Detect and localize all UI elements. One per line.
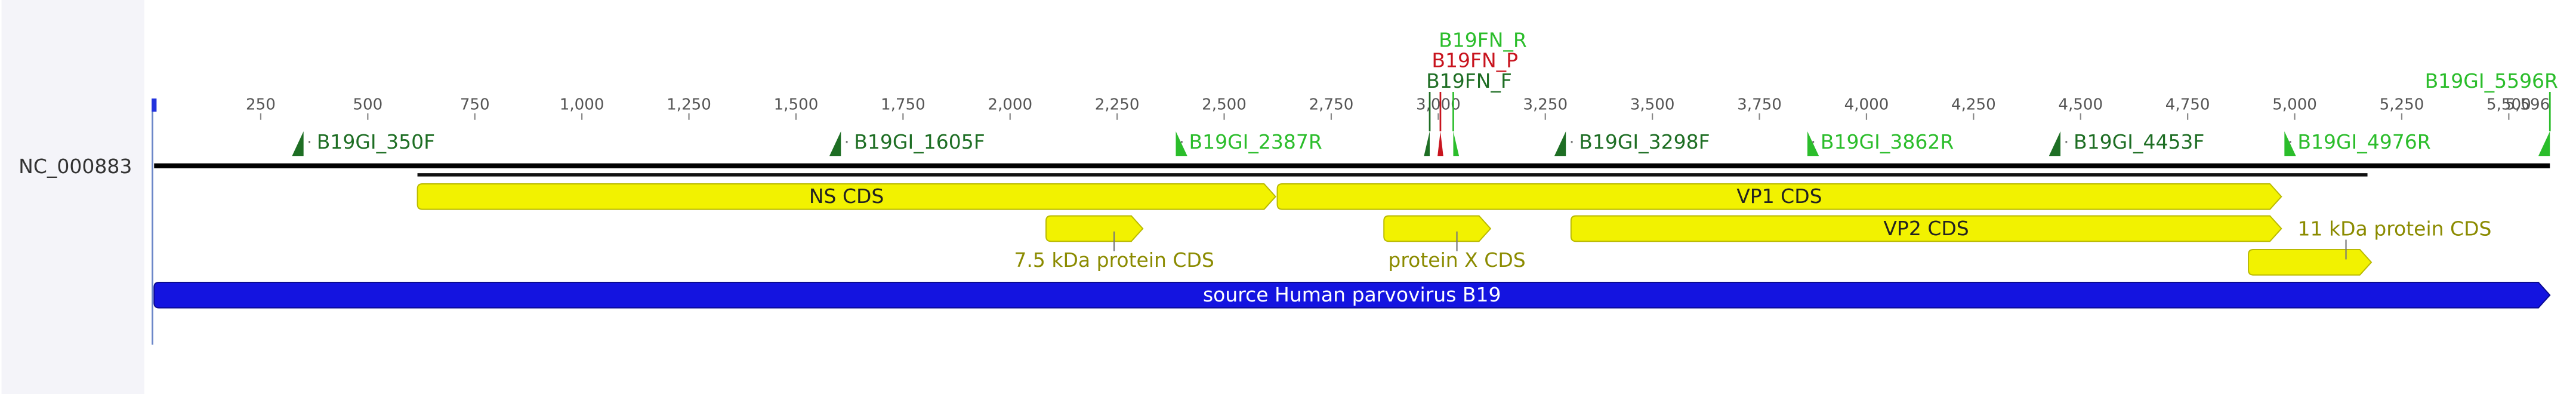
tick-label: 5,596: [2506, 96, 2550, 114]
primer: [829, 131, 841, 156]
primer-label: B19FN_R: [1439, 28, 1527, 51]
primer-dots: ·: [2064, 133, 2069, 152]
tick-label: 5,250: [2380, 96, 2424, 114]
primer-label: B19GI_350F: [317, 130, 435, 153]
primer-label: B19GI_4453F: [2074, 130, 2204, 153]
tick-label: 750: [460, 96, 490, 114]
feature: [1276, 183, 2282, 210]
left-panel: [1, 0, 144, 394]
feature-label: VP1 CDS: [1736, 184, 1822, 208]
sequence-name: NC_000883: [18, 155, 132, 178]
primer: [292, 131, 304, 156]
primer-label: B19GI_4976R: [2297, 130, 2430, 153]
primer: [2538, 131, 2550, 156]
primer-label: B19FN_P: [1432, 49, 1518, 72]
primer: [2284, 131, 2296, 156]
feature: [153, 282, 2551, 309]
tick-label: 4,500: [2058, 96, 2103, 114]
primer: [1807, 131, 1819, 156]
tick-label: 3,250: [1523, 96, 1568, 114]
tick-label: 1,750: [881, 96, 925, 114]
tick-label: 4,000: [1844, 96, 1889, 114]
tick-label: 1,500: [774, 96, 819, 114]
feature: [1570, 215, 2282, 242]
primer: [1176, 131, 1187, 156]
primer-dots: ·: [307, 133, 312, 152]
primer-label: B19FN_F: [1426, 69, 1512, 93]
primer: [1453, 131, 1460, 156]
feature: [2248, 249, 2373, 276]
primer: [2049, 131, 2061, 156]
tick-label: 3,750: [1737, 96, 1782, 114]
primer-label: B19GI_1605F: [854, 130, 985, 153]
feature-label: 7.5 kDa protein CDS: [1014, 248, 1214, 272]
tick-label: 4,750: [2165, 96, 2210, 114]
feature-label: VP2 CDS: [1883, 217, 1969, 240]
tick-label: 1,000: [560, 96, 604, 114]
tick-label: 3,500: [1630, 96, 1675, 114]
tick-label: 2,500: [1202, 96, 1247, 114]
tick-label: 500: [353, 96, 382, 114]
tick-label: 1,250: [667, 96, 711, 114]
tick-label: 4,250: [1951, 96, 1996, 114]
primer-label: B19GI_5596R: [2425, 69, 2558, 93]
feature-label: NS CDS: [809, 184, 884, 208]
primer-dots: ·: [1810, 133, 1816, 152]
primer-dots: ·: [844, 133, 850, 152]
primer-dots: ·: [1179, 133, 1184, 152]
primer-dots: ·: [1569, 133, 1575, 152]
primer: [1424, 131, 1430, 156]
tick-label: 250: [246, 96, 276, 114]
tick-mark: [152, 98, 157, 112]
primer: [1554, 131, 1566, 156]
tick-label: 5,500: [2486, 96, 2531, 114]
feature: [1383, 215, 1492, 242]
primer-label: B19GI_2387R: [1189, 130, 1322, 153]
tick-label: 2,250: [1095, 96, 1140, 114]
tick-label: 2,750: [1309, 96, 1354, 114]
feature: [1045, 215, 1144, 242]
primer-label: B19GI_3298F: [1579, 130, 1710, 153]
tick-label: 5,000: [2272, 96, 2317, 114]
feature-label: 11 kDa protein CDS: [2298, 217, 2492, 241]
primer-label: B19GI_3862R: [1821, 130, 1954, 153]
feature: [417, 183, 1276, 210]
primer-dots: ·: [2288, 133, 2293, 152]
primer: [1437, 131, 1443, 156]
feature-label: source Human parvovirus B19: [1203, 283, 1501, 306]
feature-label: protein X CDS: [1388, 248, 1525, 272]
tick-label: 2,000: [988, 96, 1032, 114]
